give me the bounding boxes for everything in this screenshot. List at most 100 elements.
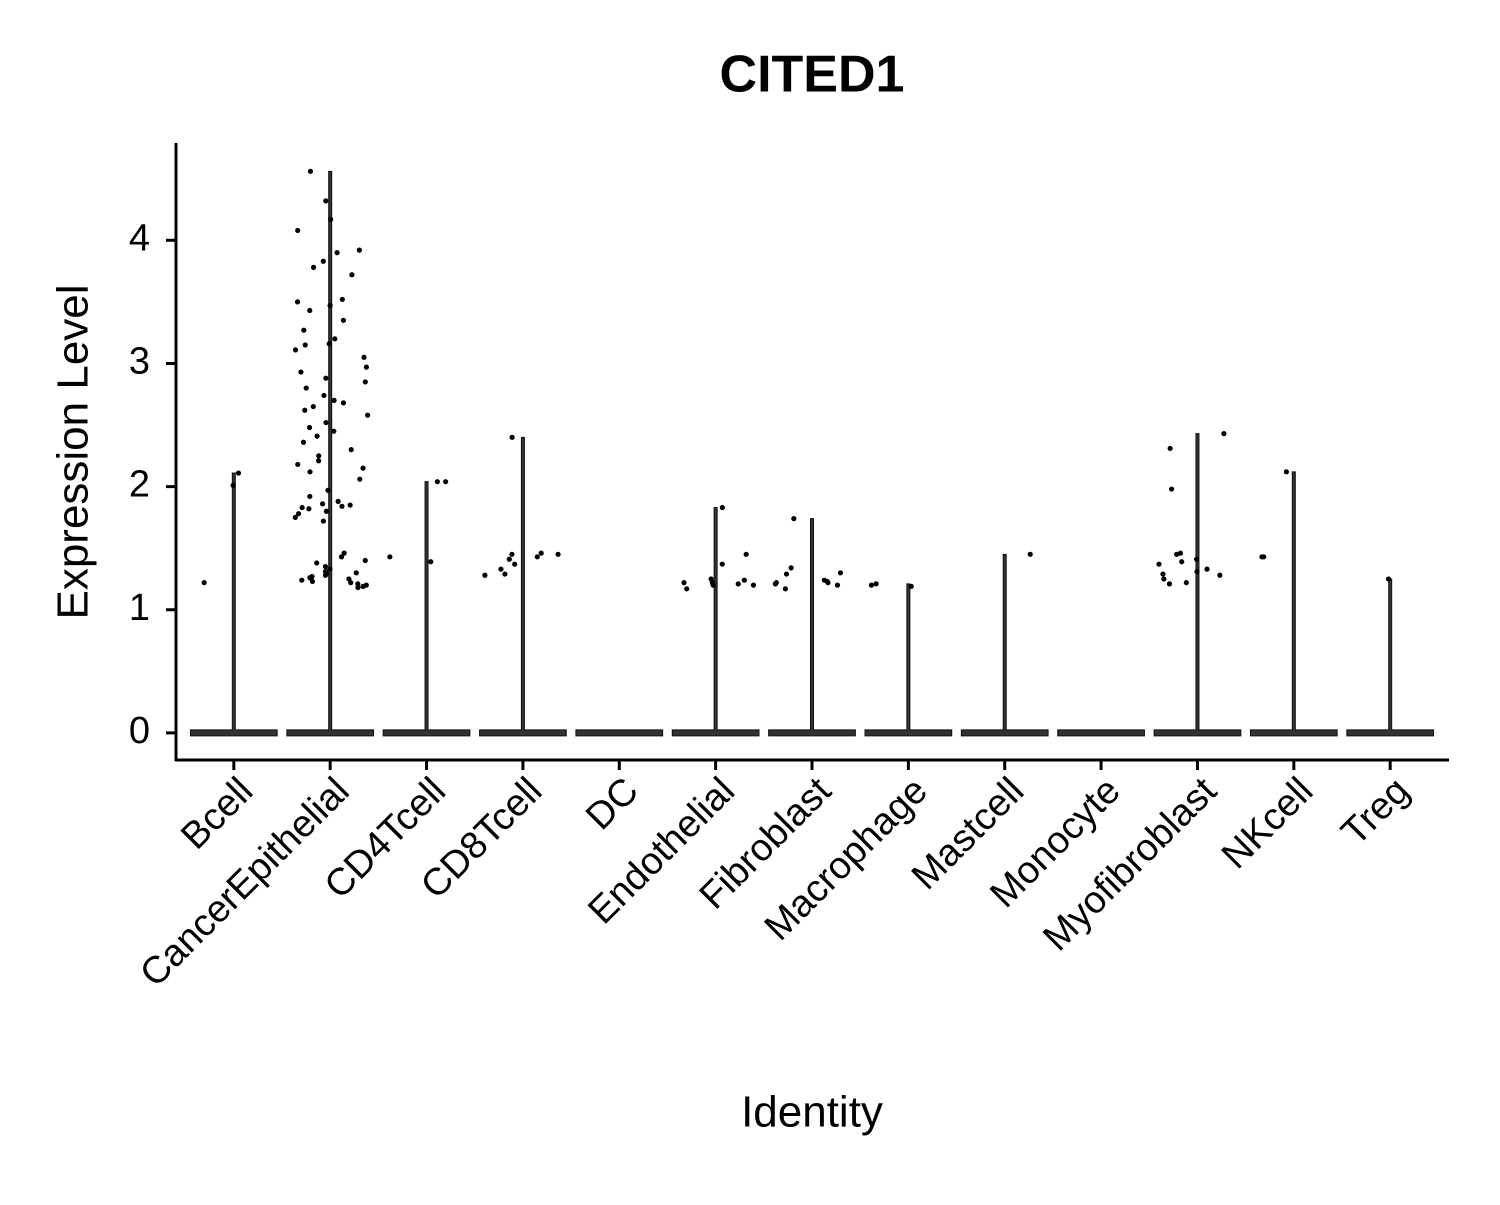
point [834, 582, 841, 588]
point [873, 581, 879, 587]
point [348, 447, 354, 453]
point [302, 407, 308, 413]
y-tick-label: 3 [129, 340, 150, 382]
point [719, 561, 725, 567]
point [331, 397, 337, 403]
point [353, 570, 359, 576]
point [357, 476, 363, 482]
y-tick-label: 1 [129, 587, 150, 629]
point [314, 560, 320, 566]
point [307, 307, 313, 314]
violin [1153, 433, 1242, 737]
point [443, 479, 449, 485]
point [325, 487, 331, 493]
violin [671, 507, 760, 737]
point [298, 369, 304, 375]
point [340, 400, 347, 406]
point [1217, 572, 1223, 578]
y-tick-label: 2 [129, 464, 150, 506]
point [341, 550, 347, 556]
point [743, 551, 749, 557]
violin [479, 436, 567, 737]
point [303, 385, 309, 391]
point [323, 419, 329, 426]
point [321, 392, 327, 399]
point [310, 403, 316, 410]
point [349, 272, 355, 278]
point [322, 564, 329, 570]
point [741, 577, 747, 583]
point [821, 577, 827, 583]
point [335, 498, 341, 504]
point [326, 341, 332, 347]
point [509, 434, 515, 440]
point [387, 554, 393, 560]
point [360, 465, 366, 471]
point [1168, 486, 1175, 492]
point [1160, 571, 1166, 577]
point [434, 479, 440, 485]
violin [1249, 471, 1338, 737]
point [428, 559, 434, 565]
point [363, 364, 370, 370]
point [791, 516, 797, 522]
point [320, 518, 327, 524]
point [310, 264, 317, 270]
point [322, 572, 329, 578]
x-tick-label: Bcell [173, 770, 261, 858]
point [295, 461, 301, 468]
point [1193, 556, 1200, 562]
point [299, 504, 305, 511]
y-tick-label: 0 [129, 710, 150, 752]
y-axis-title: Expression Level [49, 284, 98, 619]
point [538, 550, 544, 556]
point [482, 572, 488, 578]
point [681, 580, 687, 586]
point [908, 583, 914, 589]
point [365, 412, 371, 418]
point [320, 258, 326, 264]
point [355, 581, 361, 587]
point [361, 354, 367, 360]
point [331, 428, 337, 434]
point [294, 299, 301, 305]
point [338, 554, 345, 560]
point [327, 302, 333, 309]
x-tick-label: Treg [1334, 770, 1418, 854]
point [362, 557, 368, 564]
point [339, 503, 345, 509]
point [320, 501, 326, 507]
point [684, 586, 690, 592]
violin [286, 170, 375, 737]
point [355, 584, 361, 591]
point [710, 582, 716, 588]
point [868, 582, 875, 588]
point [292, 514, 298, 520]
point [1179, 559, 1185, 565]
point [306, 506, 312, 512]
point [750, 582, 757, 588]
point [1161, 576, 1167, 582]
point [1174, 551, 1180, 557]
x-tick-label: DC [578, 770, 647, 839]
point [773, 580, 779, 586]
point [1204, 566, 1210, 572]
point [301, 327, 307, 333]
chart-title: CITED1 [720, 46, 905, 104]
point [498, 566, 504, 572]
point [1194, 568, 1200, 575]
point [334, 250, 340, 256]
point [307, 493, 313, 500]
point [201, 580, 207, 586]
point [299, 577, 305, 583]
violin [189, 472, 278, 737]
violin [382, 481, 471, 737]
point [1027, 551, 1033, 557]
violin [575, 729, 664, 737]
x-tick-label: NKcell [1214, 770, 1321, 877]
point [307, 469, 313, 475]
point [783, 571, 790, 577]
violin [768, 518, 856, 737]
point [306, 424, 313, 431]
point [1221, 431, 1227, 437]
